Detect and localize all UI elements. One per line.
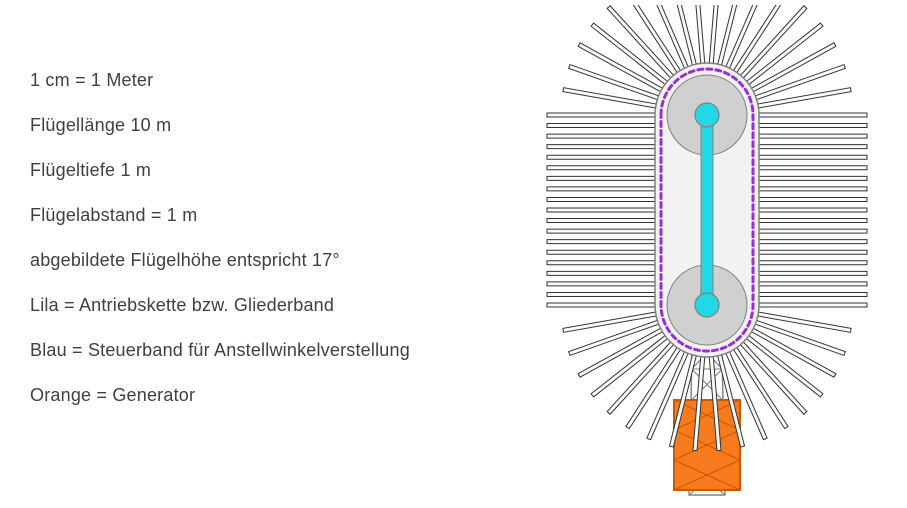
spec-text: 1 cm = 1 Meter Flügellänge 10 m Flügeltief…	[30, 70, 530, 430]
spec-line: abgebildete Flügelhöhe entspricht 17°	[30, 250, 530, 271]
spec-line: 1 cm = 1 Meter	[30, 70, 530, 91]
spec-line: Blau = Steuerband für Anstellwinkelverst…	[30, 340, 530, 361]
generator	[674, 400, 740, 490]
spec-line: Flügelabstand = 1 m	[30, 205, 530, 226]
spec-line: Orange = Generator	[30, 385, 530, 406]
track	[655, 63, 759, 357]
hub-top	[695, 103, 719, 127]
spec-line: Flügellänge 10 m	[30, 115, 530, 136]
turbine-diagram	[537, 5, 877, 505]
spec-line: Lila = Antriebskette bzw. Gliederband	[30, 295, 530, 316]
spec-line: Flügeltiefe 1 m	[30, 160, 530, 181]
hub-bottom	[695, 293, 719, 317]
